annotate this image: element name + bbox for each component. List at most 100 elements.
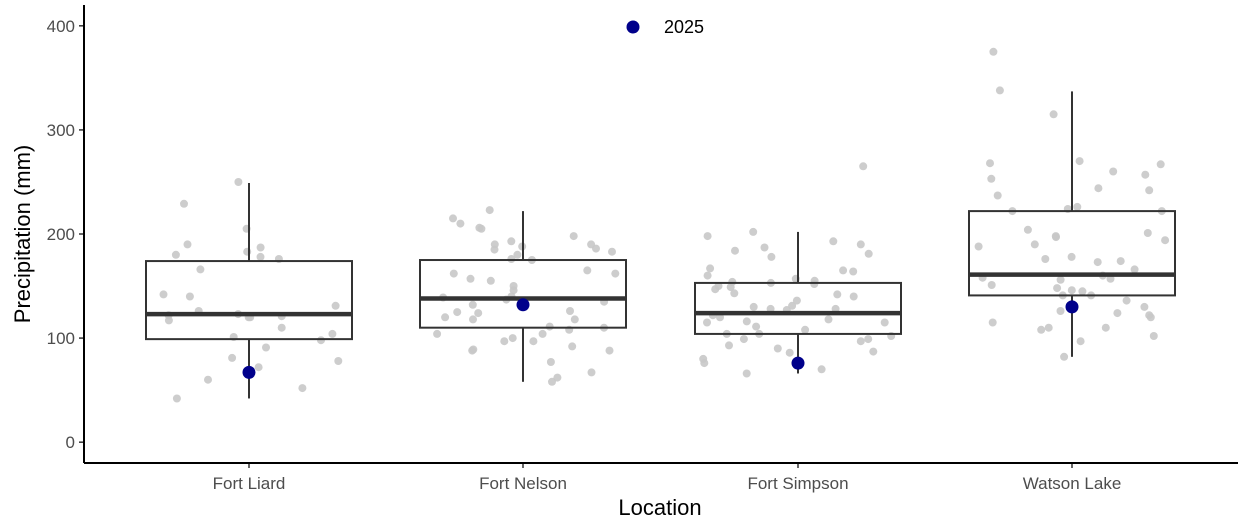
data-point — [256, 252, 265, 261]
data-point — [1067, 286, 1076, 295]
data-point — [449, 214, 457, 223]
data-point — [1094, 184, 1103, 193]
data-point — [1130, 265, 1139, 274]
data-point — [1122, 296, 1131, 305]
y-tick-label: 0 — [66, 433, 75, 452]
box — [694, 281, 902, 335]
legend: 2025 — [626, 17, 704, 37]
data-point — [864, 335, 873, 344]
data-point — [829, 237, 838, 246]
data-point — [449, 269, 458, 278]
data-point — [767, 252, 776, 261]
data-point — [706, 264, 715, 273]
data-point — [987, 174, 996, 183]
data-point — [1109, 167, 1118, 176]
data-point — [529, 337, 538, 346]
data-point — [185, 292, 194, 301]
data-point — [277, 323, 286, 332]
data-point — [546, 358, 555, 366]
data-point — [334, 357, 343, 365]
data-point — [608, 247, 616, 256]
data-point — [1146, 313, 1155, 322]
data-point — [1052, 233, 1060, 242]
data-point — [490, 245, 499, 254]
data-point — [441, 313, 450, 322]
data-point — [1044, 323, 1053, 332]
data-point — [833, 290, 842, 299]
data-point — [699, 354, 708, 363]
data-point — [486, 276, 495, 285]
data-point — [849, 292, 858, 301]
data-point — [1078, 287, 1087, 296]
data-point — [587, 240, 596, 249]
data-point — [1156, 160, 1165, 169]
y-tick-marks — [79, 25, 1073, 468]
data-point — [548, 377, 556, 386]
data-point — [703, 232, 712, 241]
data-point — [1141, 170, 1150, 179]
data-point — [611, 269, 620, 278]
data-point — [1149, 332, 1158, 340]
x-tick-label: Fort Nelson — [479, 474, 567, 493]
data-point — [469, 345, 478, 354]
highlight-point-2025 — [516, 298, 530, 312]
data-point — [760, 243, 769, 252]
data-point — [583, 266, 592, 275]
data-point — [1056, 275, 1065, 284]
data-point — [1037, 325, 1046, 334]
data-point — [453, 308, 462, 317]
highlight-points-2025 — [242, 298, 1079, 379]
data-point — [749, 227, 758, 236]
data-point — [500, 337, 509, 346]
data-point — [204, 375, 212, 384]
data-point — [1049, 110, 1058, 119]
data-point — [234, 178, 243, 186]
data-point — [1056, 307, 1065, 315]
data-point — [1161, 236, 1170, 245]
data-point — [1076, 337, 1085, 346]
data-point — [1101, 323, 1110, 332]
data-point — [726, 283, 735, 292]
data-point — [1060, 352, 1069, 361]
highlight-point-2025 — [791, 356, 805, 370]
data-point — [1053, 284, 1062, 293]
data-point — [570, 315, 579, 324]
data-point — [256, 243, 265, 252]
data-point — [1030, 240, 1039, 249]
data-point — [228, 353, 237, 362]
data-point — [538, 329, 547, 338]
x-axis-title: Location — [618, 495, 701, 520]
data-point — [171, 250, 180, 259]
data-point — [545, 322, 554, 331]
legend-label-2025: 2025 — [664, 17, 704, 37]
data-point — [824, 315, 833, 324]
axes — [83, 5, 1238, 464]
x-tick-label: Watson Lake — [1023, 474, 1122, 493]
box — [968, 210, 1176, 297]
y-tick-label: 400 — [47, 17, 75, 36]
data-point — [569, 232, 578, 241]
data-point — [513, 250, 522, 259]
box — [145, 260, 353, 341]
x-tick-label: Fort Liard — [213, 474, 286, 493]
data-point — [856, 337, 865, 346]
data-point — [1073, 202, 1082, 211]
data-point — [792, 296, 801, 305]
data-point — [703, 271, 712, 280]
data-point — [172, 394, 181, 403]
data-point — [433, 329, 442, 338]
data-point — [1140, 302, 1149, 311]
data-point — [298, 384, 307, 393]
data-point — [159, 290, 168, 299]
data-point — [508, 334, 517, 343]
data-point — [869, 347, 878, 356]
data-point — [987, 281, 996, 289]
data-point — [485, 206, 494, 215]
data-point — [1093, 258, 1102, 267]
data-point — [742, 369, 751, 378]
data-point — [1023, 225, 1032, 234]
data-point — [785, 348, 794, 357]
boxplots — [145, 91, 1176, 399]
data-point — [469, 315, 477, 324]
data-point — [995, 86, 1004, 95]
